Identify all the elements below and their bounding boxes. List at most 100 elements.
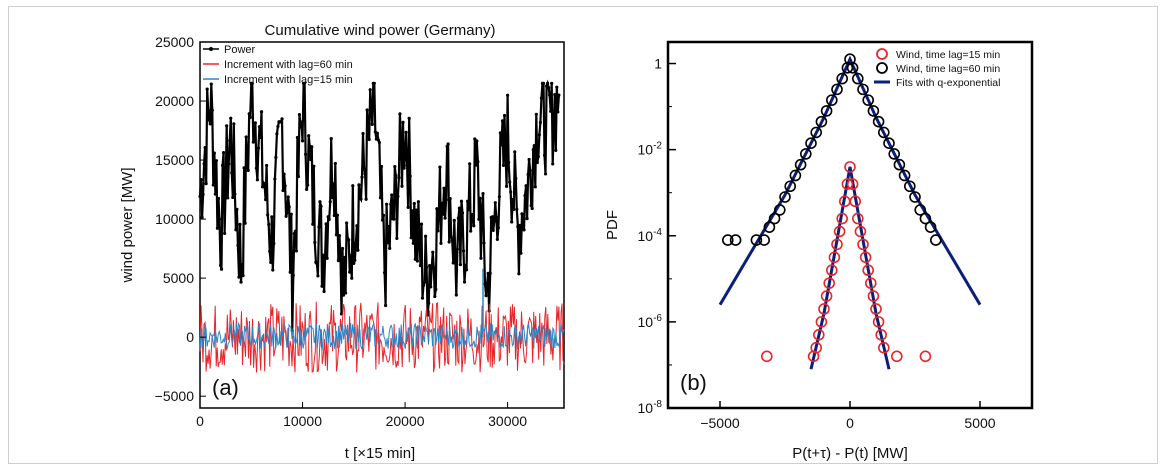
series-power-point bbox=[514, 176, 518, 181]
series-power-point bbox=[325, 256, 329, 260]
series-lag15-point bbox=[870, 303, 882, 315]
x-tick-label: −5000 bbox=[700, 415, 740, 431]
series-power-point bbox=[205, 87, 209, 91]
series-lag15-point bbox=[846, 178, 859, 190]
series-power-point bbox=[551, 162, 555, 166]
series-power-point bbox=[439, 241, 443, 245]
series-power-point bbox=[307, 134, 311, 138]
series-power-point bbox=[416, 200, 420, 204]
series-power-point bbox=[437, 210, 441, 214]
y-tick-label: 25000 bbox=[155, 34, 194, 50]
series-power-point bbox=[506, 93, 510, 97]
series-power-point bbox=[352, 261, 356, 266]
series-power-point bbox=[543, 172, 548, 176]
series-power-point bbox=[206, 108, 210, 113]
series-lag15-point bbox=[810, 341, 823, 354]
series-power-point bbox=[339, 312, 344, 316]
series-power-point bbox=[252, 138, 256, 142]
panel-b-legend: Wind, time lag=15 min Wind, time lag=60 m… bbox=[874, 48, 1000, 89]
series-power-point bbox=[520, 212, 524, 216]
series-power-point bbox=[231, 195, 235, 200]
series-lag60-point bbox=[903, 180, 916, 193]
series-power-point bbox=[400, 184, 404, 188]
series-power-point bbox=[432, 266, 436, 270]
series-power-point bbox=[539, 96, 544, 100]
series-power-point bbox=[425, 265, 429, 269]
series-power-point bbox=[408, 174, 412, 178]
series-power-point bbox=[259, 110, 264, 114]
series-power-point bbox=[406, 205, 410, 209]
series-power-point bbox=[429, 285, 433, 289]
series-power-point bbox=[318, 200, 322, 204]
series-power-point bbox=[522, 228, 526, 232]
series-lag15-point bbox=[825, 264, 838, 277]
series-power-point bbox=[210, 108, 214, 112]
series-power-point bbox=[266, 213, 270, 217]
series-power-point bbox=[267, 222, 271, 226]
series-power-point bbox=[471, 212, 475, 217]
series-power-point bbox=[436, 229, 440, 233]
series-lag15-point bbox=[815, 316, 828, 328]
series-lag60-point bbox=[825, 94, 838, 106]
series-power-point bbox=[526, 172, 530, 177]
series-power-point bbox=[354, 241, 358, 245]
series-power-point bbox=[379, 164, 384, 169]
series-lag60-point bbox=[789, 169, 802, 182]
y-tick-label: 10000 bbox=[155, 211, 194, 227]
series-power-point bbox=[502, 113, 507, 118]
series-lag60-point bbox=[810, 126, 823, 139]
series-lag15-point bbox=[877, 341, 890, 354]
series-power-point bbox=[326, 215, 330, 219]
series-lag60-point bbox=[820, 105, 833, 117]
series-power-point bbox=[517, 272, 521, 276]
series-power-point bbox=[246, 168, 250, 173]
series-power-point bbox=[218, 263, 223, 267]
y-tick-label: 10-4 bbox=[638, 227, 663, 244]
series-power-point bbox=[409, 236, 413, 240]
series-power-point bbox=[239, 280, 243, 284]
series-power-point bbox=[509, 190, 513, 194]
series-power-point bbox=[519, 251, 523, 255]
y-tick-label: 1 bbox=[654, 56, 662, 72]
series-power-point bbox=[235, 207, 239, 211]
legend-label: Wind, time lag=60 min bbox=[896, 63, 1000, 75]
series-lag15-point bbox=[867, 290, 880, 302]
panel-b-ticks: −5000 0 5000 10-8 10-6 10-4 10-2 1 bbox=[638, 56, 996, 431]
y-tick-label: 20000 bbox=[155, 93, 194, 109]
series-power-point bbox=[324, 222, 328, 226]
series-lag60-point bbox=[851, 72, 864, 85]
series-power-point bbox=[451, 261, 455, 265]
x-tick-label: 0 bbox=[196, 413, 204, 429]
series-power-point bbox=[433, 294, 437, 299]
panel-a-legend: Power Increment with lag=60 min Increment … bbox=[203, 44, 353, 86]
series-power-point bbox=[538, 120, 543, 124]
series-power-point bbox=[332, 213, 336, 218]
series-power-point bbox=[381, 213, 386, 217]
series-lag60-point bbox=[721, 234, 734, 246]
series-power-point bbox=[545, 81, 550, 85]
series-power-point bbox=[421, 283, 426, 287]
series-power-point bbox=[276, 124, 280, 129]
series-power-point bbox=[254, 166, 258, 170]
series-power-point bbox=[253, 121, 257, 125]
series-power-point bbox=[464, 268, 469, 272]
series-power-point bbox=[434, 287, 438, 292]
series-power-point bbox=[293, 229, 297, 233]
series-power-point bbox=[480, 207, 484, 211]
series-power-point bbox=[556, 110, 560, 114]
series-power-point bbox=[237, 275, 241, 279]
series-power-point bbox=[365, 108, 369, 112]
series-power-point bbox=[248, 115, 252, 119]
y-tick-label: 10-8 bbox=[638, 399, 663, 416]
panel-a-axes bbox=[199, 41, 565, 409]
series-power-point bbox=[518, 223, 522, 228]
series-power-point bbox=[525, 217, 529, 221]
series-power-point bbox=[472, 224, 476, 228]
series-lag60-point bbox=[846, 62, 859, 74]
series-power-point bbox=[418, 264, 423, 268]
series-power-point bbox=[234, 228, 238, 232]
x-tick-label: 5000 bbox=[964, 415, 995, 431]
series-lag60-point bbox=[758, 234, 771, 246]
series-power-point bbox=[280, 117, 284, 121]
panel-b: −5000 0 5000 10-8 10-6 10-4 10-2 1 P(t+τ) - P(t… bbox=[604, 40, 1034, 462]
